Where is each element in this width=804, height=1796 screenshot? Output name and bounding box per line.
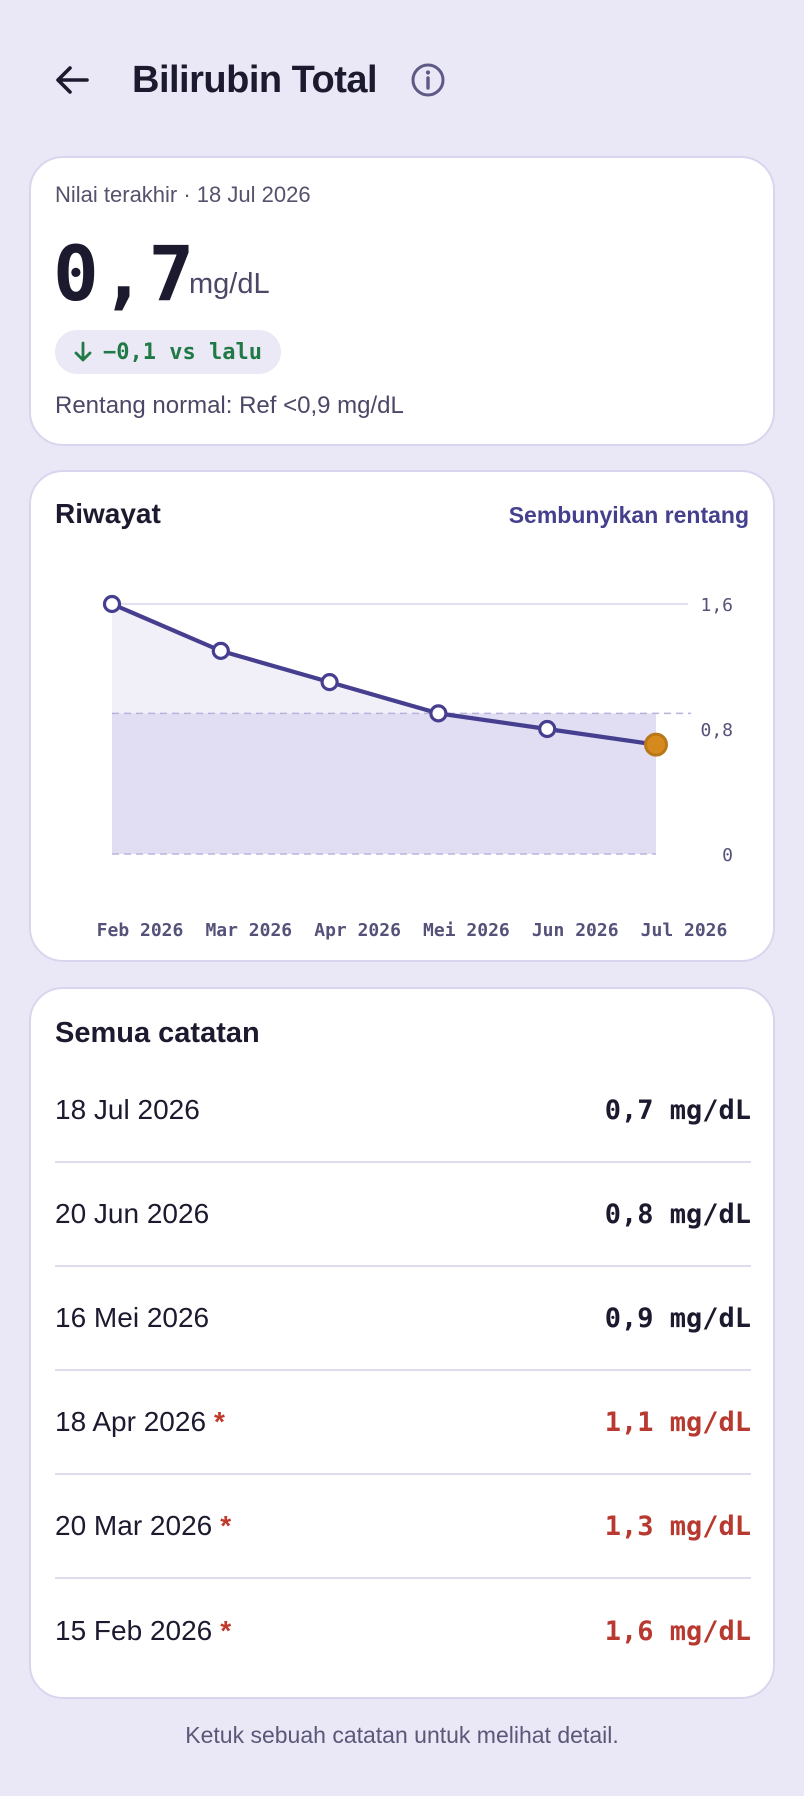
record-date: 18 Jul 2026 [55,1094,200,1125]
data-point [320,673,339,692]
record-value: 0,7 mg/dL [604,1094,751,1126]
record-value: 1,3 mg/dL [604,1510,751,1542]
history-chart: 1,6 0,8 0 Feb 2026 Mar 2026 Apr 2026 Mei 2026 J… [97,594,733,941]
x-tick-label: Apr 2026 [314,920,401,941]
out-of-range-flag: * [214,1406,225,1437]
footer-hint: Ketuk sebuah catatan untuk melihat detai… [185,1722,619,1748]
y-tick-label: 0 [722,845,733,866]
out-of-range-flag: * [220,1510,232,1541]
records-title: Semua catatan [55,1017,260,1049]
hide-range-button[interactable]: Sembunyikan rentang [508,502,749,528]
x-tick-label: Mei 2026 [423,920,510,941]
y-tick-label: 1,6 [700,595,733,616]
record-date: 20 Mar 2026 [55,1510,213,1541]
record-date: 18 Apr 2026 [55,1406,207,1437]
y-tick-label: 0,8 [700,720,733,741]
info-circle-icon [411,63,445,97]
record-date-group: 18 Jul 2026 [55,1094,200,1126]
record-date-group: 20 Mar 2026 * [55,1510,231,1542]
latest-date-label: Nilai terakhir · 18 Jul 2026 [55,182,311,207]
back-button[interactable] [46,56,98,104]
record-value: 0,8 mg/dL [604,1198,751,1230]
record-date: 16 Mei 2026 [55,1302,210,1333]
history-card: Riwayat Sembunyikan rentang 1,6 0,8 0 Feb 2… [29,470,775,962]
top-bar: Bilirubin Total [0,0,804,160]
record-date-group: 18 Apr 2026 * [55,1406,225,1438]
data-point [211,641,230,660]
x-tick-label: Feb 2026 [97,920,184,941]
latest-value: 0,7 [53,229,197,318]
arrow-left-icon [56,66,89,94]
record-row[interactable]: 18 Jul 2026 0,7 mg/dL [55,1059,751,1163]
record-date-group: 20 Jun 2026 [55,1198,209,1230]
record-row[interactable]: 20 Jun 2026 0,8 mg/dL [55,1163,751,1267]
record-value: 1,1 mg/dL [604,1406,751,1438]
records-list: 18 Jul 2026 0,7 mg/dL 20 Jun 2026 0,8 mg/dL… [55,1059,751,1683]
record-row[interactable]: 20 Mar 2026 * 1,3 mg/dL [55,1475,751,1579]
history-title: Riwayat [55,498,161,529]
data-point [102,594,122,614]
record-row[interactable]: 18 Apr 2026 * 1,1 mg/dL [55,1371,751,1475]
record-date: 20 Jun 2026 [55,1198,210,1229]
info-button[interactable] [408,60,448,100]
record-value: 1,6 mg/dL [604,1615,751,1647]
delta-badge: −0,1 vs lalu [55,330,281,374]
x-tick-label: Mar 2026 [205,920,292,941]
latest-unit: mg/dL [189,268,270,300]
reference-band [112,713,656,854]
record-date-group: 15 Feb 2026 * [55,1615,231,1647]
record-date: 15 Feb 2026 [55,1615,213,1646]
out-of-range-flag: * [220,1615,232,1646]
record-date-group: 16 Mei 2026 [55,1302,209,1334]
normal-range-text: Rentang normal: Ref <0,9 mg/dL [55,392,404,419]
data-point [538,719,557,739]
page-title: Bilirubin Total [132,59,378,101]
record-row[interactable]: 16 Mei 2026 0,9 mg/dL [55,1267,751,1371]
arrow-down-icon [74,341,92,362]
x-tick-label: Jul 2026 [641,920,728,941]
latest-data-point [644,732,668,757]
records-card: Semua catatan 18 Jul 2026 0,7 mg/dL 20 Jun… [29,987,775,1699]
record-value: 0,9 mg/dL [604,1302,751,1334]
x-tick-label: Jun 2026 [532,920,619,941]
record-row[interactable]: 15 Feb 2026 * 1,6 mg/dL [55,1579,751,1683]
latest-value-card: Nilai terakhir · 18 Jul 2026 0,7 mg/dL −… [29,156,775,446]
series-line [109,601,659,747]
data-point [429,704,448,723]
delta-text: −0,1 vs lalu [103,339,262,365]
